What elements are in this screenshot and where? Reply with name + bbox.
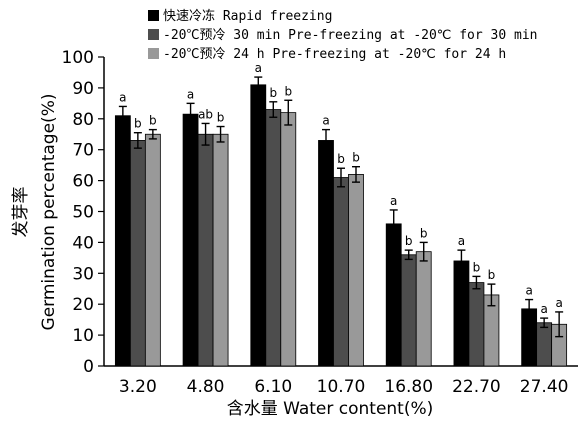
- x-tick-label: 10.70: [317, 377, 366, 397]
- y-tick-label: 20: [72, 295, 94, 315]
- significance-label: b: [149, 114, 157, 128]
- bar: [318, 140, 334, 367]
- legend-label: -20℃预冷 24 h Pre-freezing at -20℃ for 24 …: [163, 47, 506, 62]
- y-tick-label: 10: [72, 326, 94, 346]
- significance-label: b: [269, 86, 277, 100]
- y-tick-label: 40: [72, 233, 94, 253]
- significance-label: b: [217, 111, 225, 125]
- x-ticks: 3.20 4.80 6.10 10.70 16.80 22.70 27.40: [119, 377, 569, 397]
- x-tick-label: 4.80: [187, 377, 225, 397]
- significance-label: a: [458, 234, 465, 248]
- bar: [280, 112, 297, 367]
- x-tick-label: 6.10: [254, 377, 292, 397]
- bar: [333, 177, 349, 367]
- significance-label: b: [405, 234, 413, 248]
- bar: [250, 84, 267, 367]
- significance-label: b: [284, 84, 292, 98]
- significance-label: a: [255, 61, 262, 75]
- bar: [385, 223, 402, 367]
- bar: [468, 282, 485, 367]
- bar: [144, 133, 161, 367]
- x-tick-label: 16.80: [384, 377, 433, 397]
- significance-label: b: [134, 117, 142, 131]
- significance-label: b: [352, 151, 360, 165]
- significance-label: a: [322, 114, 329, 128]
- y-tick-label: 80: [72, 110, 94, 130]
- bar: [348, 174, 364, 367]
- bar: [453, 260, 470, 367]
- significance-label: a: [555, 296, 562, 310]
- bar: [415, 251, 432, 367]
- bar: [197, 133, 214, 367]
- y-tick-label: 60: [72, 172, 94, 192]
- y-ticks: 0 10 20 30 40 50 60 70 80 90 100: [62, 48, 104, 377]
- y-tick-label: 70: [72, 141, 94, 161]
- significance-label: ab: [198, 107, 213, 121]
- significance-label: b: [488, 268, 496, 282]
- x-tick-label: 22.70: [452, 377, 501, 397]
- y-tick-label: 100: [62, 48, 94, 68]
- bar: [182, 113, 199, 367]
- significance-label: b: [473, 260, 481, 274]
- legend-label: 快速冷冻 Rapid freezing: [163, 8, 332, 24]
- bar: [265, 109, 282, 367]
- x-axis-title: 含水量 Water content(%): [227, 399, 434, 419]
- bar: [400, 254, 417, 367]
- y-tick-label: 90: [72, 79, 94, 99]
- legend-label: -20℃预冷 30 min Pre-freezing at -20℃ for 3…: [163, 28, 538, 43]
- significance-label: a: [390, 194, 397, 208]
- bar: [536, 322, 553, 367]
- x-tick-label: 27.40: [520, 377, 569, 397]
- y-axis-title: Germination percentage(%): [39, 94, 59, 331]
- significance-label: a: [187, 87, 194, 101]
- significance-label: a: [540, 302, 547, 316]
- significance-label: b: [337, 152, 345, 166]
- legend: 快速冷冻 Rapid freezing -20℃预冷 30 min Pre-fre…: [148, 8, 538, 62]
- significance-label: b: [420, 226, 428, 240]
- y-tick-label: 50: [72, 203, 94, 223]
- bar: [129, 140, 146, 367]
- x-tick-label: 3.20: [119, 377, 157, 397]
- bar: [212, 133, 229, 367]
- y-tick-label: 0: [83, 357, 94, 377]
- significance-label: a: [525, 284, 532, 298]
- y-tick-label: 30: [72, 264, 94, 284]
- legend-swatch: [148, 10, 159, 21]
- significance-label: a: [119, 90, 126, 104]
- legend-swatch: [148, 48, 159, 59]
- legend-swatch: [148, 29, 159, 40]
- y-axis-title-cn: 发芽率: [11, 187, 31, 238]
- bar: [114, 115, 131, 367]
